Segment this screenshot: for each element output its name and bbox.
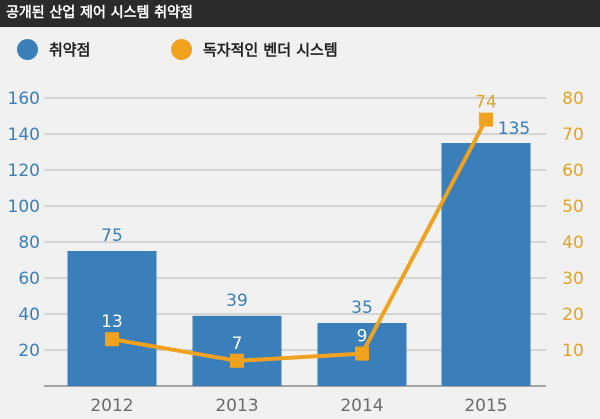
line-marker (355, 346, 369, 361)
y-right-tick-label: 50 (562, 197, 584, 217)
y-left-tick-label: 140 (8, 125, 40, 145)
y-right-tick-label: 70 (562, 125, 584, 145)
x-tick-label: 2015 (464, 396, 507, 416)
y-right-tick-label: 30 (562, 269, 584, 289)
legend-label-vulnerabilities: 취약점 (49, 40, 91, 59)
x-tick-label: 2012 (90, 396, 133, 416)
legend-swatch-line (171, 38, 192, 60)
y-left-tick-label: 20 (18, 341, 40, 361)
bar-data-label: 35 (351, 298, 373, 318)
y-left-tick-label: 60 (18, 269, 40, 289)
bar-data-label: 39 (226, 291, 248, 311)
bar-data-label: 75 (101, 226, 123, 246)
title-bar: 공개된 산업 제어 시스템 취약점 (0, 0, 600, 27)
legend-item-vulnerabilities: 취약점 (17, 38, 90, 60)
y-left-tick-label: 80 (18, 233, 40, 253)
line-series (111, 118, 488, 363)
line-data-label: 9 (357, 327, 368, 347)
line-marker (479, 112, 493, 127)
bar-data-label: 135 (498, 119, 530, 139)
bar (192, 315, 282, 386)
y-right-tick-label: 60 (562, 161, 584, 181)
legend-label-vendor-systems: 독자적인 벤더 시스템 (203, 40, 338, 59)
line-data-label: 74 (475, 93, 497, 113)
y-right-tick-label: 20 (562, 305, 584, 325)
y-left-tick-label: 120 (8, 161, 40, 181)
bar (441, 143, 531, 386)
x-tick-label: 2013 (215, 396, 258, 416)
legend-item-vendor-systems: 독자적인 벤더 시스템 (171, 38, 338, 60)
y-right-tick-label: 10 (562, 341, 584, 361)
y-left-tick-label: 100 (8, 197, 40, 217)
y-left-tick-label: 160 (8, 89, 40, 109)
line-data-label: 7 (232, 334, 243, 354)
line-marker (105, 332, 119, 347)
line-data-label: 13 (101, 312, 123, 332)
y-left-tick-label: 40 (18, 305, 40, 325)
y-right-tick-label: 40 (562, 233, 584, 253)
bar (67, 251, 157, 386)
line-marker (230, 353, 244, 368)
chart-title: 공개된 산업 제어 시스템 취약점 (6, 5, 193, 21)
legend-swatch-bar (17, 38, 38, 60)
x-tick-label: 2014 (340, 396, 383, 416)
y-right-tick-label: 80 (562, 89, 584, 109)
